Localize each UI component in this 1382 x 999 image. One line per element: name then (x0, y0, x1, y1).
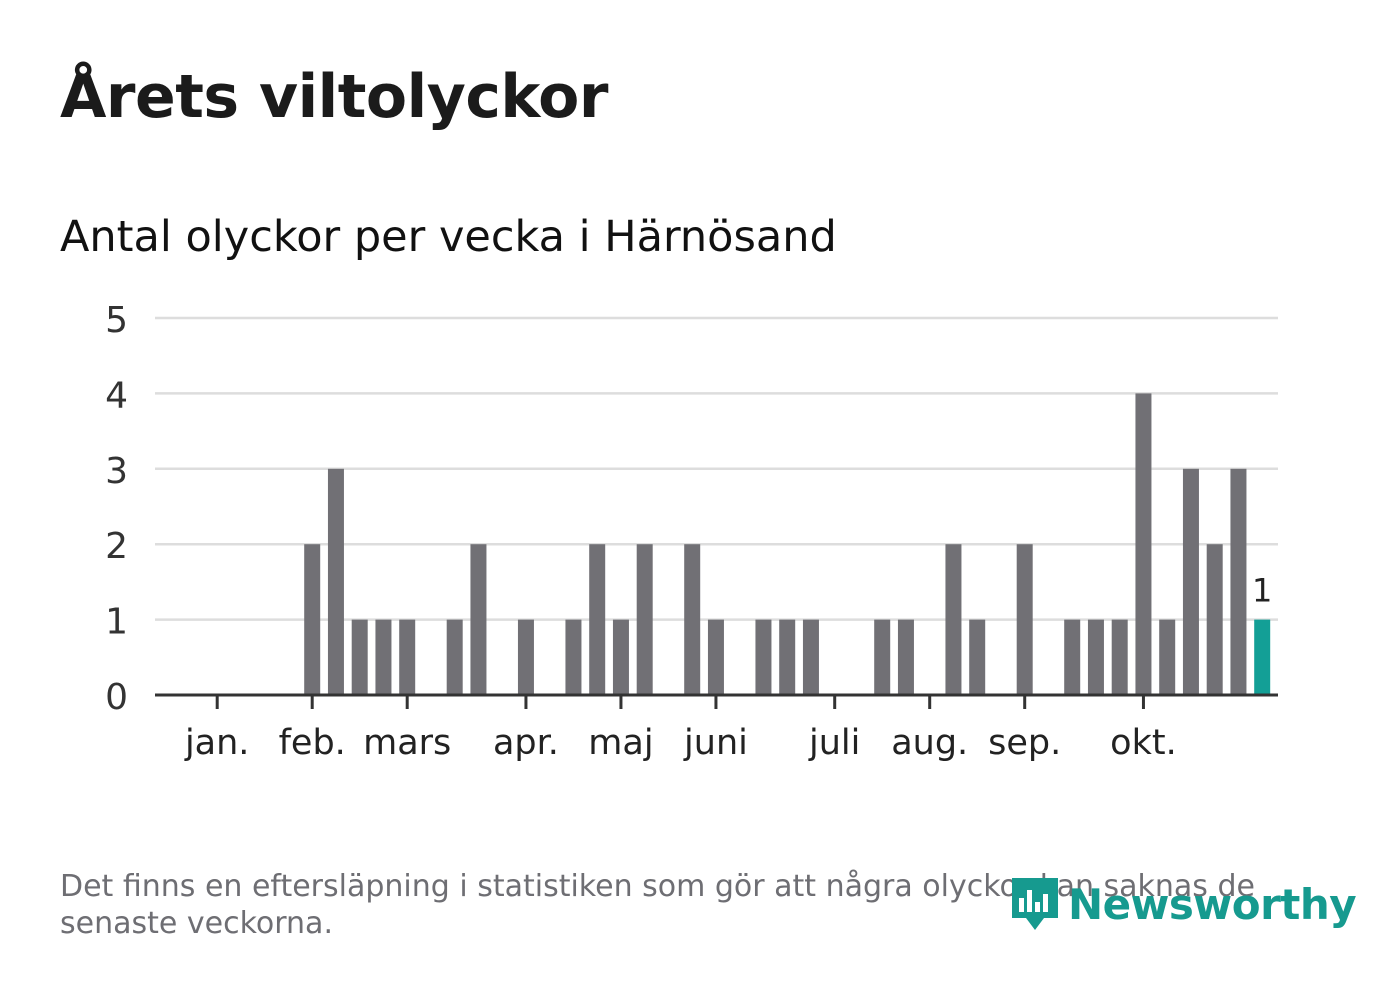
bar (1159, 619, 1176, 695)
last-value-label: 1 (1252, 572, 1272, 610)
bar (874, 619, 891, 695)
y-axis-ticks: 0 1 2 3 4 5 (105, 300, 128, 718)
bar-latest-week (1254, 619, 1271, 695)
y-tick-label: 1 (105, 602, 128, 643)
bar (1230, 468, 1247, 695)
newsworthy-logo: Newsworthy (1010, 872, 1357, 936)
chart-title: Årets viltolyckor (60, 62, 609, 132)
chart-subtitle: Antal olyckor per vecka i Härnösand (60, 212, 837, 262)
x-tick-label: okt. (1110, 723, 1177, 763)
bar (684, 544, 701, 695)
bar (470, 544, 487, 695)
bar (802, 619, 819, 695)
data-labels: 1 (1252, 572, 1272, 610)
bar (375, 619, 392, 695)
x-tick-label: mars (363, 723, 451, 763)
bar (969, 619, 986, 695)
x-tick-label: maj (588, 723, 653, 763)
grid-lines (155, 316, 1278, 621)
y-tick-label: 2 (105, 526, 128, 567)
bar (779, 619, 796, 695)
bar (1206, 544, 1223, 695)
bar (1087, 619, 1104, 695)
y-tick-label: 4 (105, 375, 128, 416)
x-tick-label: sep. (988, 723, 1061, 763)
bar (399, 619, 416, 695)
x-tick-label: feb. (279, 723, 346, 763)
bar (1182, 468, 1199, 695)
bar (707, 619, 724, 695)
x-tick-label: juli (808, 723, 860, 763)
bar (636, 544, 653, 695)
bar (327, 468, 344, 695)
bar (589, 544, 606, 695)
bar (565, 619, 582, 695)
bar (446, 619, 463, 695)
y-tick-label: 5 (105, 300, 128, 341)
bar (897, 619, 914, 695)
brand-name: Newsworthy (1068, 879, 1357, 929)
x-axis-ticks: jan. feb. mars apr. maj juni juli aug. sep. okt. (184, 695, 1177, 763)
bar (1111, 619, 1128, 695)
bar (1016, 544, 1033, 695)
newsworthy-logo-icon (1012, 878, 1058, 930)
bar (755, 619, 772, 695)
x-tick-label: aug. (891, 723, 968, 763)
y-tick-label: 3 (105, 451, 128, 492)
x-tick-label: apr. (493, 723, 559, 763)
x-tick-label: juni (683, 723, 748, 763)
bars (304, 393, 1271, 695)
x-tick-label: jan. (184, 723, 249, 763)
bar (945, 544, 962, 695)
bar (612, 619, 629, 695)
bar (1135, 393, 1152, 695)
bar (517, 619, 534, 695)
y-tick-label: 0 (105, 677, 128, 718)
bar (351, 619, 368, 695)
bar (1064, 619, 1081, 695)
bar (304, 544, 321, 695)
